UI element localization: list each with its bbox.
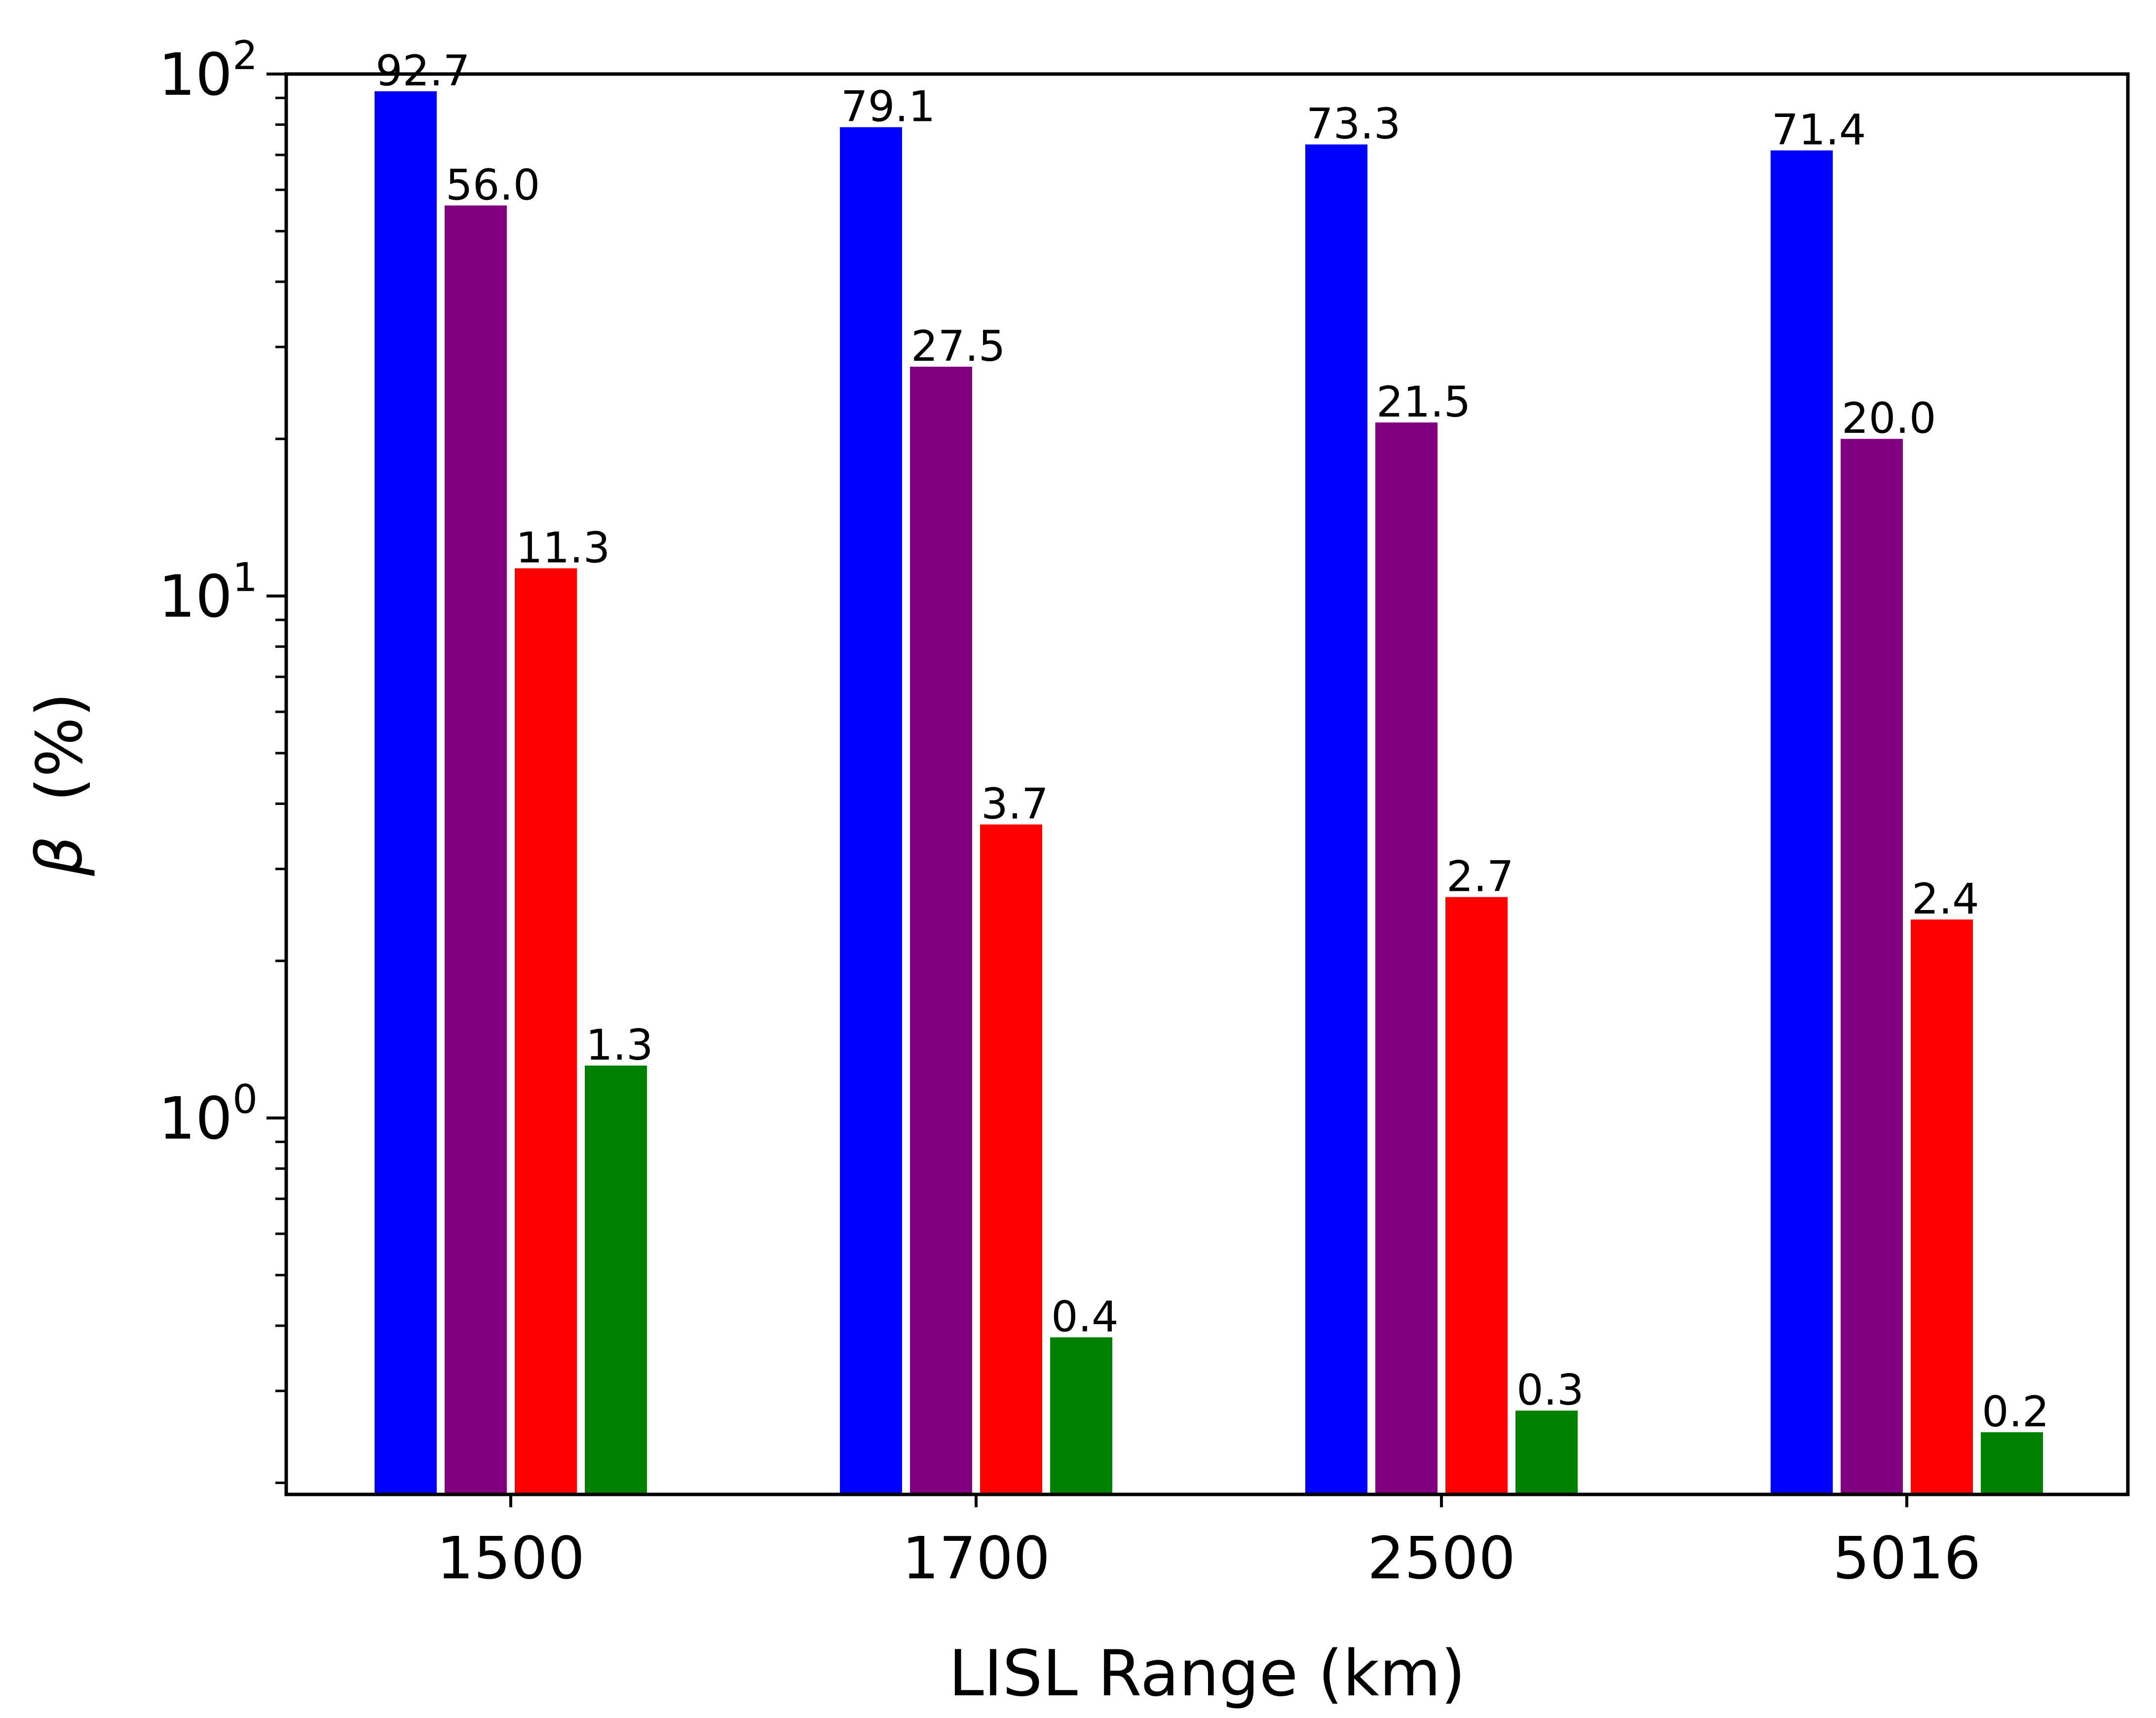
y-axis-unit: (%) — [23, 692, 97, 802]
x-tick-label-2500: 2500 — [1367, 1524, 1515, 1592]
y-tick-base: 10 — [158, 1084, 232, 1152]
x-tick-label-5016: 5016 — [1833, 1524, 1981, 1592]
y-tick-base: 10 — [158, 40, 232, 109]
bar-1700-s4 — [1050, 1337, 1112, 1494]
data-label-5016-s3: 2.4 — [1912, 875, 1979, 924]
data-label-5016-s2: 20.0 — [1842, 394, 1936, 443]
y-tick-exponent: 0 — [232, 1076, 258, 1122]
y-tick-label-10-2: 102 — [158, 33, 258, 109]
x-tick-label-1500: 1500 — [437, 1524, 585, 1592]
data-label-2500-s3: 2.7 — [1446, 852, 1514, 902]
data-label-5016-s1: 71.4 — [1772, 106, 1866, 155]
data-label-2500-s4: 0.3 — [1516, 1366, 1584, 1415]
y-tick-label-10-1: 101 — [158, 555, 258, 631]
x-axis-title: LISL Range (km) — [948, 1637, 1465, 1711]
data-label-1700-s4: 0.4 — [1051, 1293, 1119, 1342]
data-labels-layer: 92.7 56.0 11.3 1.3 79.1 27.5 3.7 0.4 73.3 21.5 2.7… — [376, 46, 2049, 1437]
y-tick-label-10-0: 100 — [158, 1076, 258, 1152]
data-label-2500-s1: 73.3 — [1306, 100, 1400, 149]
data-label-5016-s4: 0.2 — [1982, 1387, 2049, 1437]
data-label-1500-s4: 1.3 — [586, 1021, 653, 1070]
data-label-1700-s1: 79.1 — [841, 82, 935, 132]
bar-2500-s2 — [1375, 422, 1437, 1494]
bar-5016-s1 — [1771, 150, 1833, 1495]
y-tick-base: 10 — [158, 563, 232, 631]
data-label-2500-s2: 21.5 — [1376, 378, 1471, 427]
plot-frame — [284, 72, 2130, 1496]
data-label-1500-s1: 92.7 — [376, 46, 470, 96]
bar-2500-s3 — [1445, 897, 1508, 1494]
data-label-1500-s3: 11.3 — [516, 523, 610, 573]
data-label-1700-s2: 27.5 — [911, 322, 1005, 371]
y-tick-exponent: 1 — [232, 555, 258, 601]
bar-1500-s4 — [585, 1066, 647, 1494]
bar-1500-s2 — [445, 205, 507, 1494]
y-axis-symbol: β — [23, 836, 97, 877]
y-axis-title: β (%) — [23, 692, 97, 877]
bar-1700-s1 — [840, 127, 902, 1494]
data-label-1500-s2: 56.0 — [446, 160, 540, 210]
x-axis-ticks: 1500 1700 2500 5016 — [437, 1494, 1981, 1592]
bar-1700-s2 — [910, 366, 972, 1494]
bars-layer — [375, 91, 2043, 1495]
x-tick-label-1700: 1700 — [902, 1524, 1050, 1592]
y-tick-exponent: 2 — [232, 33, 258, 78]
bar-5016-s4 — [1981, 1432, 2043, 1494]
bar-1500-s3 — [515, 568, 577, 1494]
bar-2500-s4 — [1515, 1411, 1578, 1494]
bar-5016-s2 — [1841, 439, 1903, 1495]
bar-1500-s1 — [375, 91, 437, 1494]
data-label-1700-s3: 3.7 — [981, 780, 1049, 829]
bar-1700-s3 — [980, 824, 1042, 1494]
bar-5016-s3 — [1911, 919, 1973, 1494]
bar-2500-s1 — [1305, 144, 1367, 1495]
